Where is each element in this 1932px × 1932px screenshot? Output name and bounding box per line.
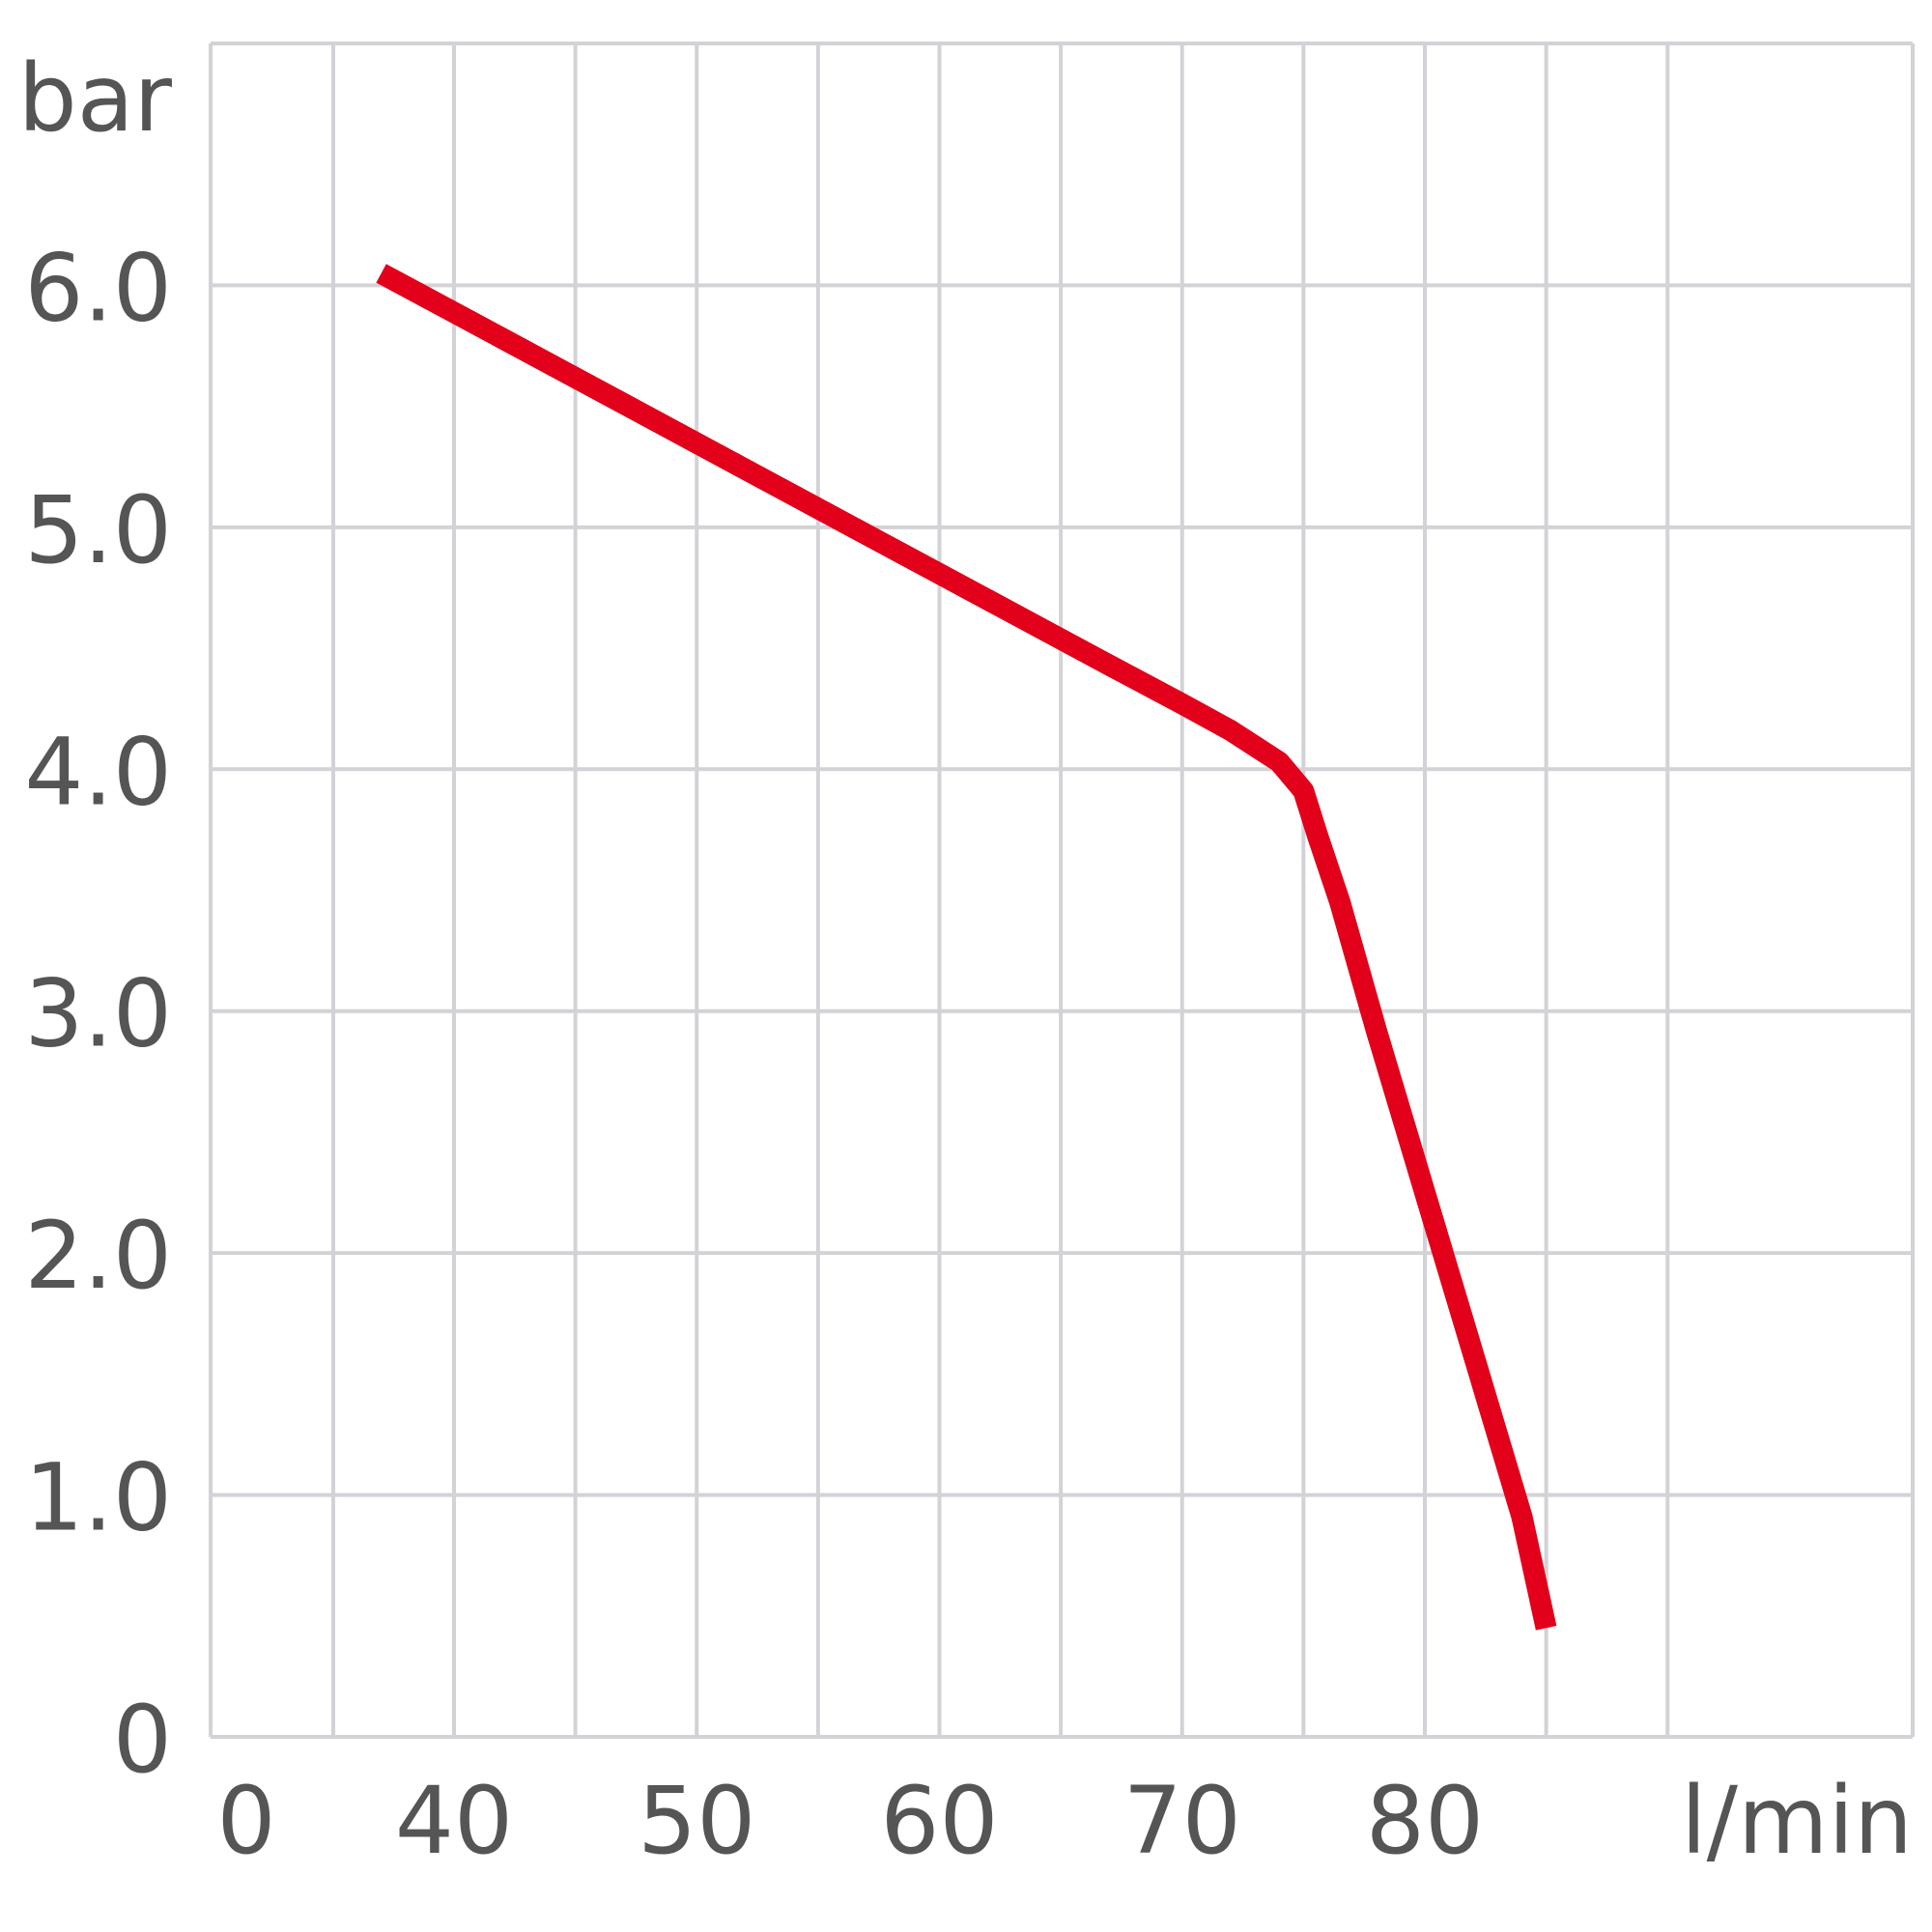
chart-series: [376, 264, 1557, 1631]
x-axis-unit-label: l/min: [1681, 1767, 1913, 1875]
y-tick-label: 3.0: [24, 960, 172, 1068]
y-tick-label: 6.0: [24, 234, 172, 342]
y-tick-label: 4.0: [24, 718, 172, 826]
y-axis-tick-labels: 0 1.0 2.0 3.0 4.0 5.0 6.0: [24, 234, 172, 1794]
y-tick-label: 2.0: [24, 1202, 172, 1310]
x-tick-label: 0: [216, 1767, 275, 1875]
x-tick-label: 70: [1123, 1767, 1241, 1875]
x-tick-label: 80: [1366, 1767, 1484, 1875]
x-axis-tick-labels: 0 40 50 60 70 80: [216, 1767, 1484, 1875]
y-tick-label: 1.0: [24, 1444, 172, 1552]
y-tick-label: 5.0: [24, 476, 172, 584]
y-axis-unit-label: bar: [18, 44, 173, 153]
x-tick-label: 40: [395, 1767, 513, 1875]
x-tick-label: 50: [638, 1767, 755, 1875]
chart-grid: [209, 42, 1915, 1739]
pump-curve-line: [376, 264, 1557, 1631]
y-tick-label: 0: [113, 1686, 172, 1794]
x-tick-label: 60: [880, 1767, 998, 1875]
